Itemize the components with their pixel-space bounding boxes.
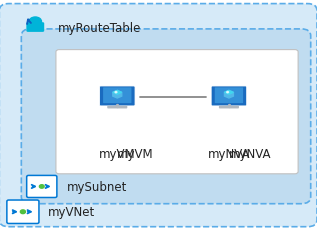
- FancyBboxPatch shape: [100, 87, 135, 106]
- FancyBboxPatch shape: [215, 88, 243, 104]
- FancyBboxPatch shape: [107, 106, 127, 109]
- FancyBboxPatch shape: [21, 30, 311, 204]
- FancyBboxPatch shape: [26, 23, 44, 33]
- Circle shape: [29, 18, 42, 27]
- Polygon shape: [113, 91, 122, 95]
- Text: myVM: myVM: [99, 147, 136, 160]
- Circle shape: [227, 92, 229, 93]
- Polygon shape: [224, 91, 233, 95]
- Polygon shape: [224, 91, 233, 99]
- Text: mySubnet: mySubnet: [67, 180, 127, 193]
- FancyBboxPatch shape: [103, 88, 132, 104]
- Text: myNVA: myNVA: [208, 147, 250, 160]
- Text: myRouteTable: myRouteTable: [57, 22, 141, 35]
- Text: myVNet: myVNet: [48, 205, 95, 218]
- Circle shape: [39, 185, 44, 188]
- FancyBboxPatch shape: [7, 200, 39, 224]
- FancyBboxPatch shape: [27, 176, 57, 198]
- FancyBboxPatch shape: [56, 50, 298, 174]
- Text: myNVA: myNVA: [229, 147, 271, 160]
- FancyBboxPatch shape: [219, 106, 239, 109]
- FancyBboxPatch shape: [211, 87, 247, 106]
- Circle shape: [20, 210, 25, 214]
- Circle shape: [115, 92, 117, 93]
- Text: myVM: myVM: [117, 147, 154, 160]
- FancyBboxPatch shape: [0, 5, 317, 227]
- Polygon shape: [113, 91, 122, 99]
